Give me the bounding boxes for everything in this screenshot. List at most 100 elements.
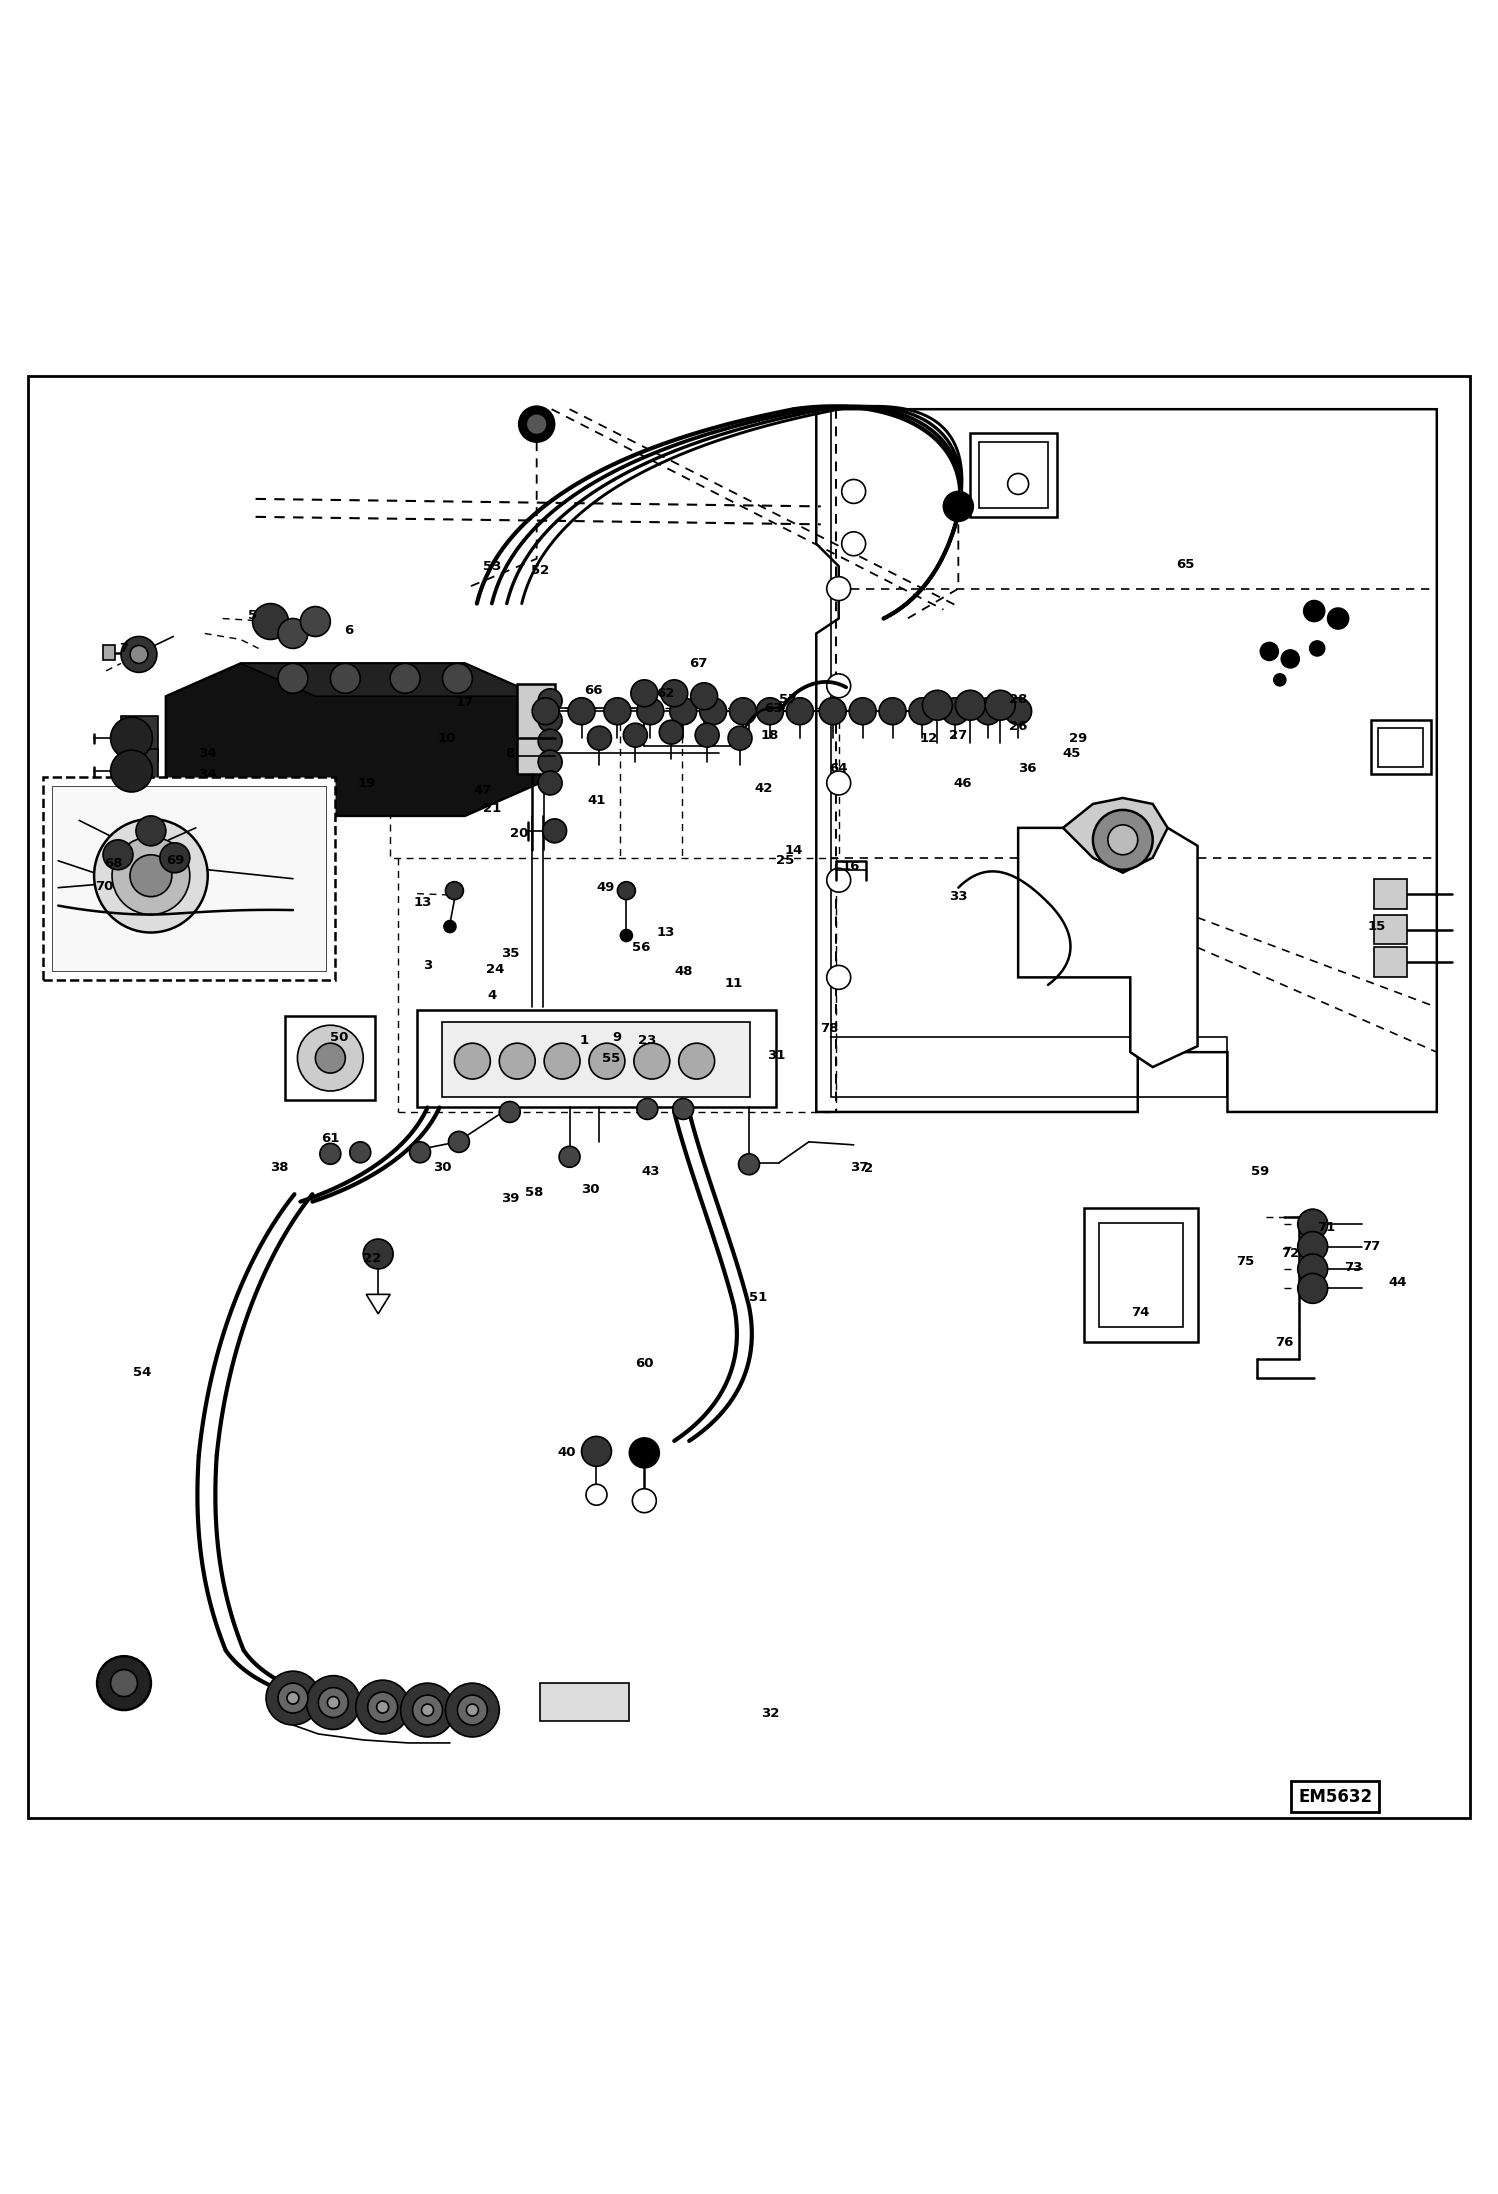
Circle shape — [111, 1670, 138, 1696]
Circle shape — [620, 930, 632, 941]
Circle shape — [97, 1656, 151, 1709]
Circle shape — [587, 726, 611, 750]
Text: 56: 56 — [632, 941, 650, 954]
Circle shape — [1008, 474, 1029, 494]
Circle shape — [136, 816, 166, 847]
Text: 17: 17 — [455, 695, 473, 709]
Circle shape — [730, 698, 756, 724]
Text: 45: 45 — [1062, 746, 1082, 759]
Circle shape — [518, 406, 554, 443]
Circle shape — [279, 663, 309, 693]
Circle shape — [103, 840, 133, 869]
Circle shape — [661, 680, 688, 706]
Circle shape — [629, 1437, 659, 1468]
Circle shape — [1005, 698, 1032, 724]
Bar — [517, 685, 554, 774]
Circle shape — [111, 750, 153, 792]
Circle shape — [631, 680, 658, 706]
Circle shape — [670, 698, 697, 724]
Text: 54: 54 — [133, 1365, 151, 1378]
Circle shape — [389, 663, 419, 693]
Text: 50: 50 — [330, 1031, 349, 1044]
Circle shape — [1297, 1231, 1327, 1262]
Circle shape — [879, 698, 906, 724]
Bar — [1371, 720, 1431, 774]
Circle shape — [121, 636, 157, 671]
Text: 78: 78 — [821, 1022, 839, 1036]
Circle shape — [443, 921, 455, 932]
Text: 38: 38 — [270, 1161, 289, 1174]
Circle shape — [454, 1042, 490, 1079]
Circle shape — [499, 1101, 520, 1123]
Circle shape — [445, 1683, 499, 1738]
Text: 75: 75 — [1236, 1255, 1254, 1268]
Circle shape — [827, 965, 851, 989]
Circle shape — [819, 698, 846, 724]
Text: 67: 67 — [689, 656, 707, 669]
Circle shape — [1303, 601, 1324, 621]
Text: 58: 58 — [524, 1187, 542, 1200]
Polygon shape — [166, 663, 539, 816]
Text: 13: 13 — [656, 926, 674, 939]
Text: 12: 12 — [920, 731, 938, 744]
Text: 48: 48 — [674, 965, 692, 979]
Circle shape — [466, 1705, 478, 1716]
Text: 30: 30 — [581, 1183, 599, 1196]
Circle shape — [623, 724, 647, 748]
Bar — [1374, 948, 1407, 976]
Circle shape — [739, 1154, 759, 1174]
Circle shape — [319, 1687, 348, 1718]
Polygon shape — [1019, 827, 1197, 1066]
Circle shape — [412, 1696, 442, 1724]
Text: 1: 1 — [580, 1033, 589, 1047]
Text: 10: 10 — [437, 731, 457, 744]
Circle shape — [1297, 1255, 1327, 1283]
Bar — [971, 432, 1058, 518]
Text: 64: 64 — [830, 761, 848, 774]
Text: 25: 25 — [776, 853, 794, 867]
Text: 65: 65 — [1176, 557, 1195, 570]
Circle shape — [827, 770, 851, 794]
Polygon shape — [241, 663, 539, 695]
Circle shape — [321, 1143, 342, 1165]
Circle shape — [253, 603, 289, 638]
Circle shape — [1273, 674, 1285, 687]
Bar — [1378, 728, 1423, 766]
Circle shape — [691, 682, 718, 709]
Text: 35: 35 — [500, 948, 518, 961]
Text: 53: 53 — [482, 559, 500, 573]
Bar — [43, 777, 336, 981]
Circle shape — [532, 698, 559, 724]
Circle shape — [301, 606, 331, 636]
Circle shape — [604, 698, 631, 724]
Text: 76: 76 — [1275, 1336, 1293, 1349]
Text: 15: 15 — [1368, 919, 1386, 932]
Circle shape — [1309, 641, 1324, 656]
Circle shape — [700, 698, 727, 724]
Circle shape — [728, 726, 752, 750]
Text: 22: 22 — [363, 1253, 382, 1266]
Circle shape — [400, 1683, 454, 1738]
Circle shape — [673, 1099, 694, 1119]
Circle shape — [1260, 643, 1278, 660]
Text: 68: 68 — [105, 858, 123, 871]
Circle shape — [448, 1132, 469, 1152]
Text: 28: 28 — [1010, 693, 1028, 706]
Bar — [103, 645, 115, 660]
Polygon shape — [121, 748, 159, 794]
Text: 42: 42 — [755, 783, 773, 796]
Circle shape — [942, 698, 969, 724]
Text: 77: 77 — [1362, 1240, 1380, 1253]
Circle shape — [756, 698, 783, 724]
Text: 7: 7 — [120, 643, 129, 656]
Circle shape — [349, 1141, 370, 1163]
Text: 39: 39 — [500, 1191, 518, 1205]
Text: 2: 2 — [864, 1163, 873, 1176]
Circle shape — [538, 709, 562, 733]
Bar — [286, 1016, 374, 1099]
Bar — [1374, 880, 1407, 908]
Circle shape — [589, 1042, 625, 1079]
Text: 52: 52 — [530, 564, 548, 577]
Bar — [52, 785, 327, 972]
Polygon shape — [1064, 799, 1167, 873]
